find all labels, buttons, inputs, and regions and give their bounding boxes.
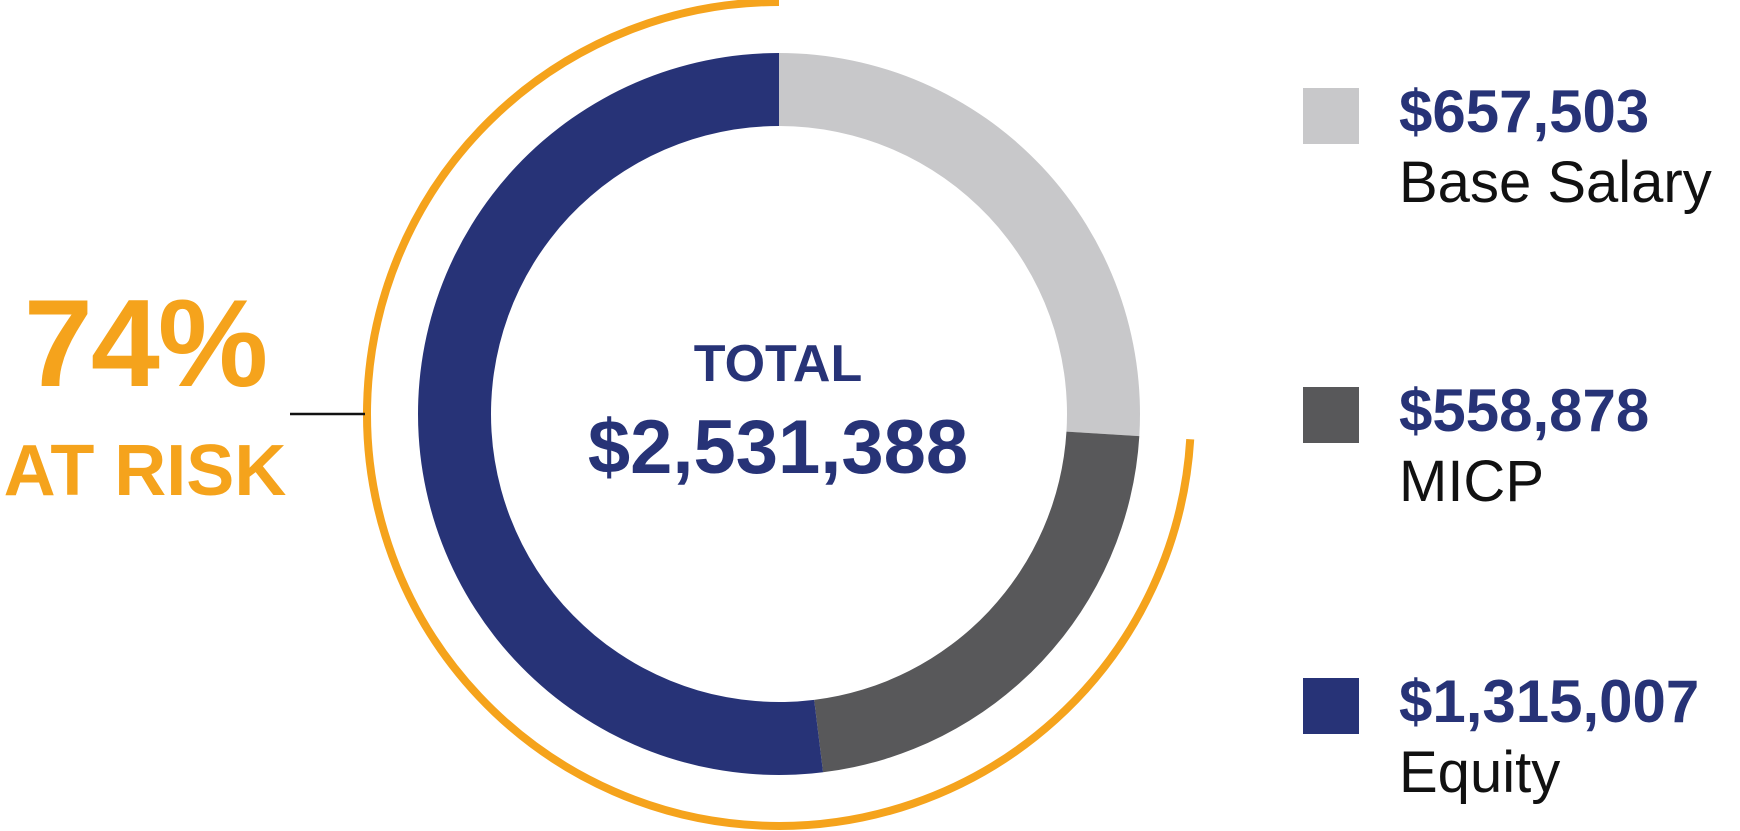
legend-label-equity: Equity: [1399, 740, 1561, 805]
total-title: TOTAL: [693, 335, 863, 393]
legend-swatch-base-salary: [1303, 88, 1359, 144]
legend-item-equity: $1,315,007 Equity: [1303, 672, 1740, 828]
legend-value-micp: $558,878: [1399, 377, 1650, 444]
legend-swatch-micp: [1303, 387, 1359, 443]
donut-slice-equity: [417, 53, 824, 775]
legend-item-micp: $558,878 MICP: [1303, 381, 1740, 537]
at-risk-bracket-arc: [363, 0, 1195, 830]
donut-slices: [417, 53, 1141, 775]
at-risk-label: AT RISK: [3, 431, 287, 511]
legend-label-micp: MICP: [1399, 449, 1544, 514]
legend-item-base-salary: $657,503 Base Salary: [1303, 82, 1740, 238]
donut-slice-micp: [814, 431, 1140, 773]
legend-value-equity: $1,315,007: [1399, 668, 1700, 735]
total-value: $2,531,388: [587, 405, 969, 490]
legend-label-base-salary: Base Salary: [1399, 150, 1712, 215]
legend-swatch-equity: [1303, 678, 1359, 734]
at-risk-percent: 74%: [23, 275, 268, 413]
donut-slice-base-salary: [779, 53, 1141, 437]
legend-value-base-salary: $657,503: [1399, 78, 1650, 145]
